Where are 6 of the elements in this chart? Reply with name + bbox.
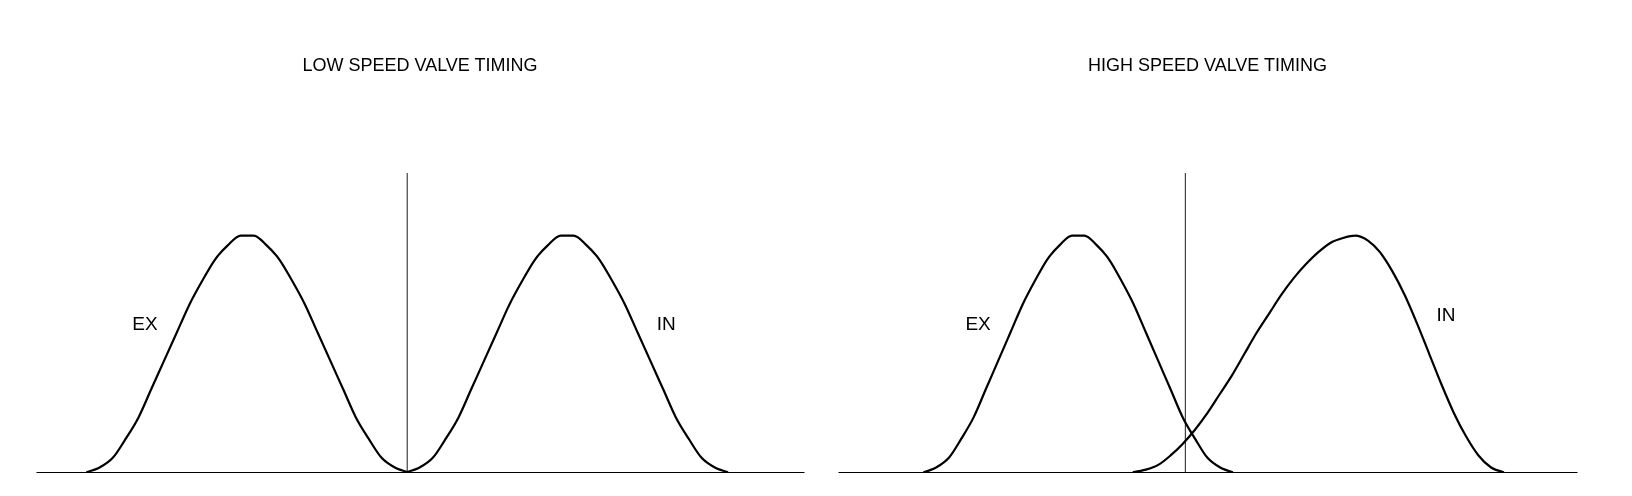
series-label: IN bbox=[1436, 303, 1456, 325]
series-label: EX bbox=[132, 313, 158, 335]
chart-title: HIGH SPEED VALVE TIMING bbox=[1087, 54, 1328, 75]
series-label: EX bbox=[965, 313, 992, 335]
chart-title: LOW SPEED VALVE TIMING bbox=[302, 54, 538, 75]
series-label: IN bbox=[656, 313, 676, 335]
